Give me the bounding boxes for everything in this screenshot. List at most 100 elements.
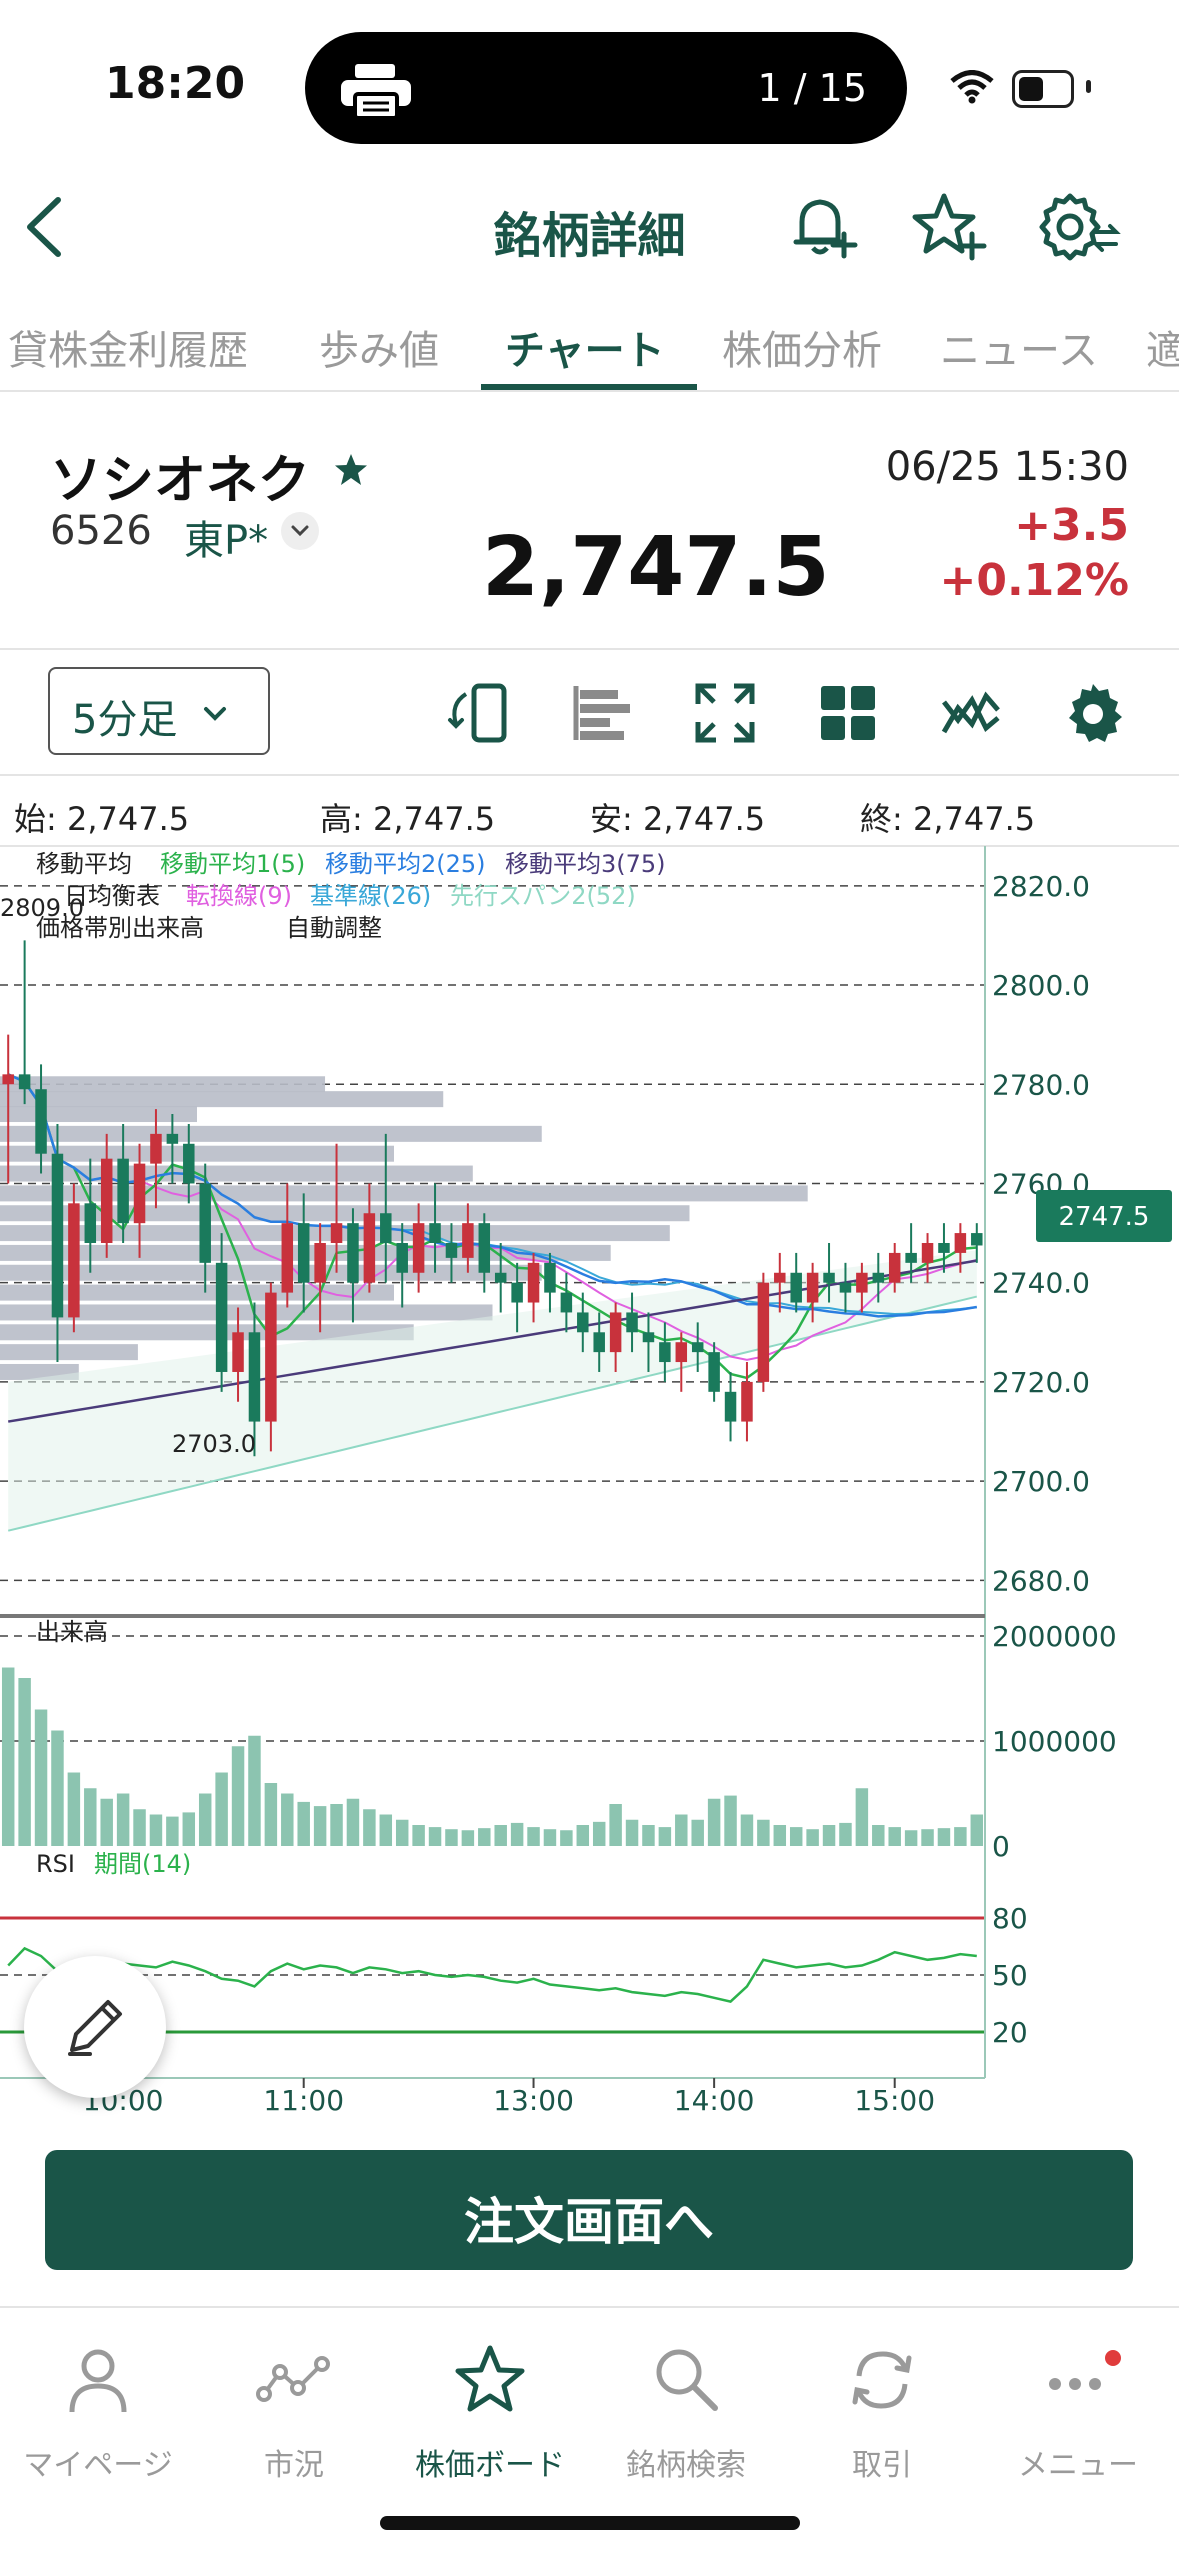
tab-news[interactable]: ニュース	[940, 328, 1098, 374]
candle-body	[100, 1158, 113, 1243]
tab-stock-board[interactable]: 株価ボード	[392, 2336, 588, 2483]
back-chevron-icon[interactable]	[22, 196, 68, 258]
volume-profile-bar	[0, 1304, 493, 1321]
ohlc-close: 終: 2,747.5	[860, 800, 1036, 838]
volume-bar	[330, 1804, 343, 1846]
low-annotation: 2703.0	[172, 1430, 256, 1458]
x-tick-label: 11:00	[263, 2084, 344, 2116]
volume-bar	[412, 1825, 425, 1846]
fullscreen-icon[interactable]	[692, 680, 758, 746]
volume-bar	[297, 1801, 310, 1846]
candle-body	[823, 1272, 835, 1283]
candle-body	[609, 1312, 622, 1353]
volume-bar	[231, 1746, 245, 1846]
volume-profile-bar	[0, 1324, 414, 1341]
volume-bar	[100, 1798, 113, 1846]
volume-bar	[478, 1828, 491, 1846]
volume-bar	[264, 1783, 278, 1846]
favorite-star-icon[interactable]	[333, 452, 369, 488]
volume-bar	[625, 1819, 639, 1846]
candle-body	[314, 1243, 326, 1283]
volume-bar	[248, 1735, 261, 1846]
volume-profile-bar	[0, 1076, 326, 1093]
ohlc-high: 高: 2,747.5	[320, 800, 496, 838]
candle-body	[872, 1272, 885, 1283]
candle-body	[856, 1272, 868, 1293]
market-select-button[interactable]	[281, 512, 319, 550]
grid-layout-icon[interactable]	[815, 680, 881, 746]
tab-bar-top: 貸株金利履歴 歩み値 チャート 株価分析 ニュース 適	[0, 300, 1179, 392]
volume-bar	[428, 1827, 442, 1846]
candle-body	[774, 1272, 786, 1283]
price-change-percent: +0.12%	[939, 555, 1129, 606]
candle-body	[215, 1262, 228, 1372]
indicator-icon[interactable]	[938, 680, 1004, 746]
volume-bar	[1, 1667, 15, 1846]
candle-body	[839, 1282, 852, 1293]
printer-icon	[341, 64, 411, 120]
rsi-tick-label: 50	[992, 1959, 1028, 1992]
volume-profile-icon[interactable]	[570, 680, 634, 746]
candle-body	[183, 1143, 195, 1184]
tab-lending-rate-history[interactable]: 貸株金利履歴	[8, 328, 248, 374]
tab-more-partial[interactable]: 適	[1146, 318, 1179, 376]
candle-body	[527, 1262, 540, 1303]
legend-tenkan: 転換線(9)	[186, 882, 292, 910]
candle-body	[905, 1252, 917, 1263]
chevron-down-icon	[291, 525, 309, 537]
tab-menu[interactable]: メニュー	[980, 2336, 1176, 2483]
volume-bar	[346, 1798, 360, 1846]
volume-bar	[363, 1809, 376, 1846]
tab-mypage-label: マイページ	[23, 2448, 173, 2483]
wifi-icon	[950, 70, 994, 104]
divider	[0, 774, 1179, 776]
candlesticks	[2, 940, 983, 1457]
draw-fab-button[interactable]	[24, 1956, 166, 2098]
star-icon	[455, 2345, 525, 2412]
price-datetime: 06/25 15:30	[885, 444, 1129, 490]
page-count: 1 / 15	[757, 66, 868, 110]
candle-body	[888, 1252, 901, 1283]
ichimoku-cloud	[8, 1250, 977, 1531]
rsi-tick-label: 20	[992, 2016, 1028, 2049]
order-button-label: 注文画面へ	[464, 2193, 714, 2251]
period-select-button[interactable]: 5分足	[48, 667, 270, 755]
stock-chart[interactable]: 2820.02800.02780.02760.02740.02720.02700…	[0, 846, 1179, 2116]
tab-market[interactable]: 市況	[196, 2336, 392, 2483]
candle-body	[708, 1352, 720, 1392]
add-favorite-star-icon[interactable]	[912, 190, 988, 264]
more-dots-icon	[1049, 2350, 1121, 2390]
volume-bar	[34, 1709, 48, 1846]
volume-bar	[67, 1772, 81, 1846]
divider	[0, 845, 1179, 847]
candle-body	[232, 1332, 244, 1372]
volume-bar	[198, 1793, 212, 1846]
person-icon	[69, 2349, 127, 2413]
volume-bar	[970, 1814, 984, 1846]
candle-body	[51, 1153, 64, 1318]
tab-chart[interactable]: チャート	[505, 328, 665, 374]
tab-mypage[interactable]: マイページ	[0, 2336, 196, 2483]
candle-body	[412, 1223, 425, 1273]
tab-price-analysis[interactable]: 株価分析	[722, 328, 882, 374]
volume-bar	[18, 1678, 31, 1846]
add-alert-bell-icon[interactable]	[788, 190, 862, 264]
tab-stock-search[interactable]: 銘柄検索	[588, 2336, 784, 2483]
candle-body	[445, 1243, 458, 1258]
chart-settings-gear-icon[interactable]	[1060, 680, 1126, 746]
tab-tick-history[interactable]: 歩み値	[319, 328, 439, 374]
candle-body	[938, 1243, 950, 1253]
candle-body	[691, 1342, 704, 1353]
volume-bar	[84, 1788, 97, 1846]
volume-bar	[872, 1825, 885, 1846]
order-screen-button[interactable]: 注文画面へ	[45, 2150, 1133, 2270]
x-tick-label: 13:00	[493, 2084, 574, 2116]
volume-profile-bar	[0, 1284, 394, 1301]
candle-body	[297, 1223, 310, 1283]
settings-swap-gear-icon[interactable]	[1036, 190, 1122, 264]
stock-code: 6526	[50, 508, 152, 554]
current-price: 2,747.5	[482, 520, 830, 615]
tab-trade[interactable]: 取引	[784, 2336, 980, 2483]
candle-body	[478, 1223, 491, 1273]
rotate-landscape-icon[interactable]	[444, 680, 516, 746]
